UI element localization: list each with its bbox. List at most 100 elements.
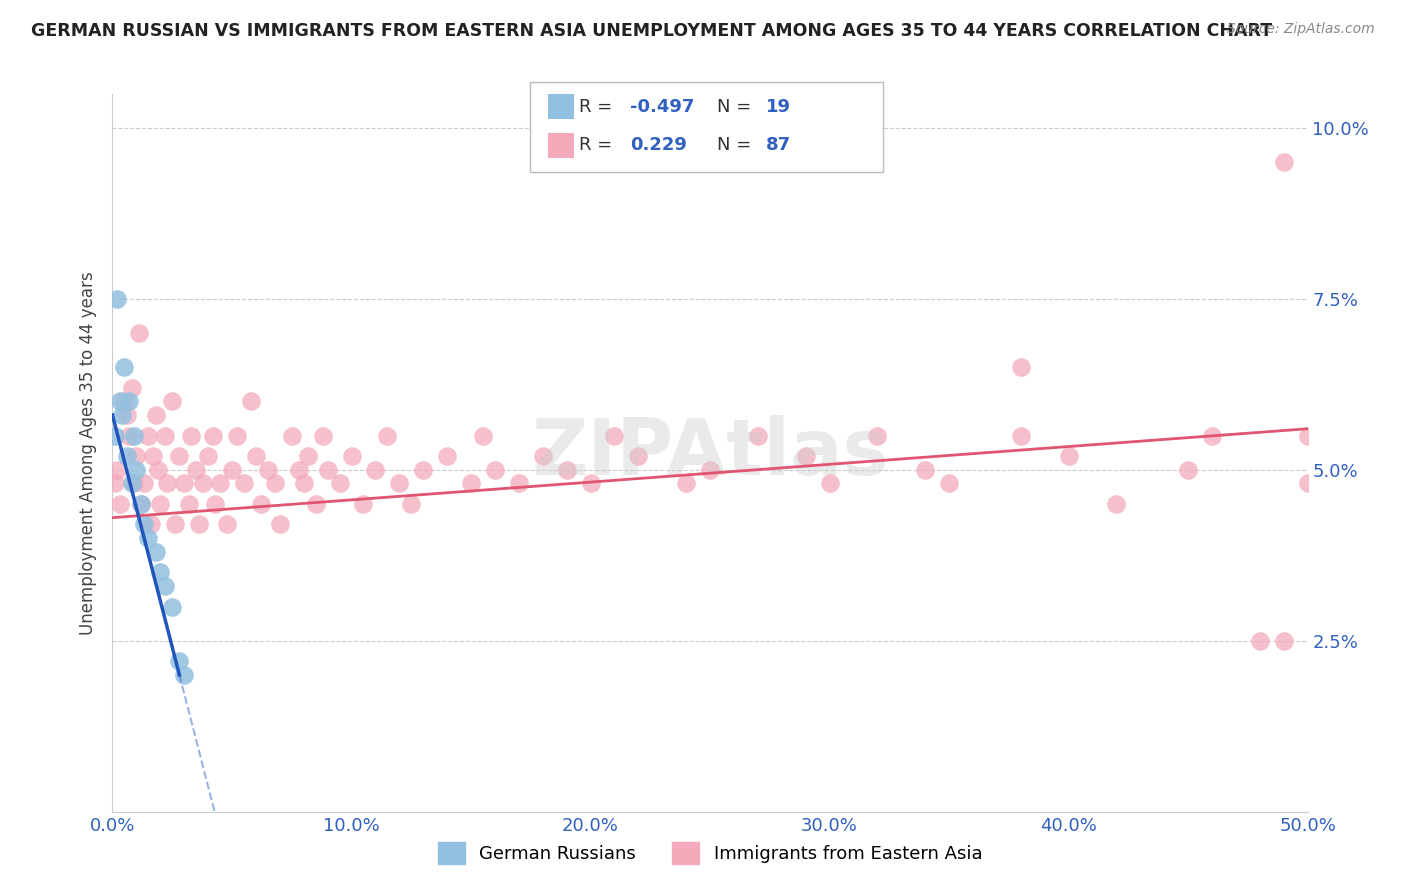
Point — [1105, 497, 1128, 511]
Point — [401, 497, 423, 511]
Point — [132, 476, 155, 491]
Point — [114, 394, 135, 409]
Point — [209, 476, 232, 491]
Point — [149, 566, 172, 580]
Point — [340, 449, 363, 463]
Point — [122, 428, 145, 442]
Point — [122, 476, 145, 491]
Point — [866, 428, 889, 442]
Point — [794, 449, 817, 463]
Point — [114, 360, 135, 375]
Point — [163, 517, 186, 532]
Point — [1296, 476, 1319, 491]
Y-axis label: Unemployment Among Ages 35 to 44 years: Unemployment Among Ages 35 to 44 years — [79, 271, 97, 634]
Point — [1249, 633, 1271, 648]
Point — [162, 599, 183, 614]
Point — [472, 428, 495, 442]
Point — [329, 476, 352, 491]
Point — [555, 463, 578, 477]
Point — [169, 449, 191, 463]
Text: Source: ZipAtlas.com: Source: ZipAtlas.com — [1227, 22, 1375, 37]
Point — [412, 463, 434, 477]
Point — [115, 408, 138, 422]
Point — [316, 463, 339, 477]
Point — [138, 428, 160, 442]
Point — [142, 449, 165, 463]
Point — [118, 394, 141, 409]
Text: N =: N = — [717, 98, 756, 116]
Text: R =: R = — [579, 136, 619, 154]
Text: GERMAN RUSSIAN VS IMMIGRANTS FROM EASTERN ASIA UNEMPLOYMENT AMONG AGES 35 TO 44 : GERMAN RUSSIAN VS IMMIGRANTS FROM EASTER… — [31, 22, 1272, 40]
Point — [225, 428, 247, 442]
Point — [115, 449, 138, 463]
Point — [197, 449, 219, 463]
Text: N =: N = — [717, 136, 756, 154]
Point — [146, 463, 169, 477]
Point — [105, 292, 128, 306]
Point — [153, 428, 176, 442]
Point — [186, 463, 208, 477]
Point — [1272, 633, 1295, 648]
Point — [149, 497, 172, 511]
Point — [145, 545, 167, 559]
Point — [352, 497, 374, 511]
Point — [1296, 428, 1319, 442]
Point — [108, 394, 131, 409]
Point — [1010, 428, 1032, 442]
Point — [118, 428, 141, 442]
Point — [156, 476, 179, 491]
Point — [938, 476, 960, 491]
Point — [436, 449, 458, 463]
Point — [388, 476, 411, 491]
Point — [1201, 428, 1223, 442]
Point — [104, 428, 127, 442]
Point — [111, 408, 134, 422]
Point — [288, 463, 311, 477]
Point — [1272, 155, 1295, 169]
Point — [264, 476, 287, 491]
Text: R =: R = — [579, 98, 619, 116]
Point — [125, 463, 148, 477]
Point — [240, 394, 263, 409]
Point — [914, 463, 936, 477]
Point — [129, 497, 152, 511]
Point — [297, 449, 319, 463]
Point — [180, 428, 202, 442]
Point — [460, 476, 482, 491]
Point — [132, 517, 155, 532]
Point — [699, 463, 721, 477]
Point — [153, 579, 176, 593]
Legend: German Russians, Immigrants from Eastern Asia: German Russians, Immigrants from Eastern… — [430, 834, 990, 871]
Point — [138, 531, 160, 545]
Point — [281, 428, 304, 442]
Point — [201, 428, 224, 442]
Point — [818, 476, 841, 491]
Point — [145, 408, 167, 422]
Point — [579, 476, 602, 491]
Point — [257, 463, 280, 477]
Point — [1010, 360, 1032, 375]
Point — [173, 668, 195, 682]
Point — [125, 449, 148, 463]
Text: ZIPAtlas: ZIPAtlas — [531, 415, 889, 491]
Point — [104, 476, 127, 491]
Point — [193, 476, 215, 491]
Point — [162, 394, 183, 409]
Point — [1057, 449, 1080, 463]
Point — [177, 497, 200, 511]
Point — [139, 517, 162, 532]
Point — [377, 428, 399, 442]
Point — [233, 476, 256, 491]
Point — [364, 463, 387, 477]
Point — [129, 497, 152, 511]
Text: 0.229: 0.229 — [630, 136, 686, 154]
Point — [269, 517, 291, 532]
Point — [245, 449, 267, 463]
Point — [312, 428, 335, 442]
Point — [508, 476, 530, 491]
Point — [627, 449, 650, 463]
Point — [531, 449, 554, 463]
Point — [121, 381, 143, 395]
Text: 87: 87 — [766, 136, 792, 154]
Point — [217, 517, 239, 532]
